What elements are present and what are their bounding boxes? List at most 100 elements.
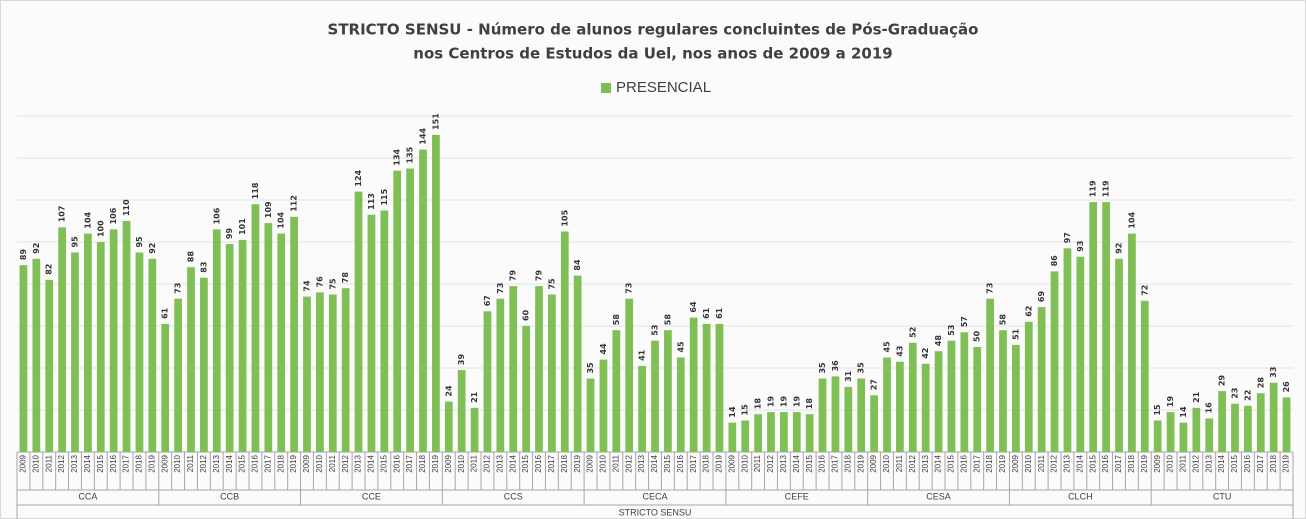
x-tick-label: 2013 [779,454,788,472]
x-tick-label: 2010 [1024,454,1033,472]
x-tick-label: 2012 [1191,454,1200,472]
bar [973,347,982,452]
bar [960,332,969,452]
x-tick-label: 2018 [1127,454,1136,472]
data-label: 50 [973,330,982,342]
bar [1102,202,1110,452]
data-label: 23 [1231,388,1240,399]
data-label: 118 [251,182,260,199]
data-label: 79 [535,270,544,282]
bar [225,244,234,452]
data-label: 119 [1102,180,1111,197]
data-label: 58 [999,314,1008,326]
bar [986,298,994,452]
x-tick-label: 2017 [831,454,840,472]
bar [109,229,118,452]
bar [767,412,775,452]
x-tick-label: 2016 [392,454,401,472]
x-tick-label: 2009 [1153,454,1162,472]
bar [560,231,569,452]
x-tick-label: 2009 [586,454,595,472]
x-tick-label: 2018 [702,454,711,472]
bar [1050,271,1059,452]
data-label: 101 [238,218,247,235]
x-tick-label: 2009 [869,454,878,472]
data-label: 18 [754,398,763,410]
x-tick-label: 2015 [805,454,814,472]
legend-swatch [601,83,611,93]
x-tick-label: 2017 [122,454,131,472]
x-tick-label: 2016 [1243,454,1252,472]
data-label: 92 [148,243,157,254]
data-label: 26 [1282,381,1291,393]
data-label: 62 [1024,306,1033,317]
bar [1128,233,1136,452]
group-label: CCA [78,491,97,501]
bar [1269,382,1278,452]
bar [599,359,608,452]
data-label: 61 [161,307,170,319]
data-label: 106 [109,207,118,224]
data-label: 53 [651,325,660,336]
x-tick-label: 2010 [31,454,40,472]
group-label: CCB [220,491,239,501]
x-tick-label: 2009 [160,454,169,472]
data-label: 22 [1243,390,1252,401]
bar [367,214,376,452]
bar [908,342,917,452]
bar [1115,258,1123,452]
data-label: 60 [522,309,531,321]
data-label: 151 [431,113,440,130]
x-tick-label: 2017 [263,454,272,472]
data-label: 73 [986,283,995,294]
bar [612,330,621,452]
data-label: 19 [1166,396,1175,408]
data-label: 73 [174,283,183,294]
data-label: 135 [406,146,415,163]
x-tick-label: 2013 [1204,454,1213,472]
bar [805,414,814,452]
x-tick-label: 2018 [560,454,569,472]
bar [470,407,479,452]
x-tick-label: 2017 [405,454,414,472]
x-tick-label: 2016 [534,454,543,472]
data-label: 48 [934,335,943,347]
bar [96,242,105,452]
bar [664,330,672,452]
x-tick-label: 2016 [109,454,118,472]
data-label: 42 [921,348,930,359]
data-label: 64 [689,301,698,313]
data-label: 75 [328,278,337,290]
data-label: 84 [573,259,582,271]
data-label: 82 [45,264,54,275]
bar [844,386,853,452]
data-label: 35 [586,362,595,374]
legend-label: PRESENCIAL [616,79,711,96]
x-tick-label: 2012 [908,454,917,472]
bar [896,361,904,452]
data-label: 75 [547,278,556,290]
x-tick-label: 2009 [302,454,311,472]
data-label: 39 [457,354,466,366]
data-label: 45 [883,341,892,353]
data-label: 53 [947,325,956,336]
x-tick-label: 2013 [1063,454,1072,472]
x-tick-label: 2018 [135,454,144,472]
x-tick-label: 2014 [225,454,234,472]
bar [586,378,595,452]
x-tick-label: 2019 [715,454,724,472]
bar [32,258,41,452]
bar [122,221,131,452]
bar [148,258,157,452]
x-tick-label: 2014 [83,454,92,472]
bar [857,378,866,452]
bar [689,317,698,452]
chart-title: STRICTO SENSU - Número de alunos regular… [328,21,979,39]
bar [548,294,556,452]
data-label: 119 [1089,180,1098,197]
data-label: 107 [58,206,67,223]
x-tick-label: 2012 [57,454,66,472]
data-label: 29 [1218,375,1227,387]
x-tick-label: 2010 [457,454,466,472]
bar [1256,393,1265,452]
